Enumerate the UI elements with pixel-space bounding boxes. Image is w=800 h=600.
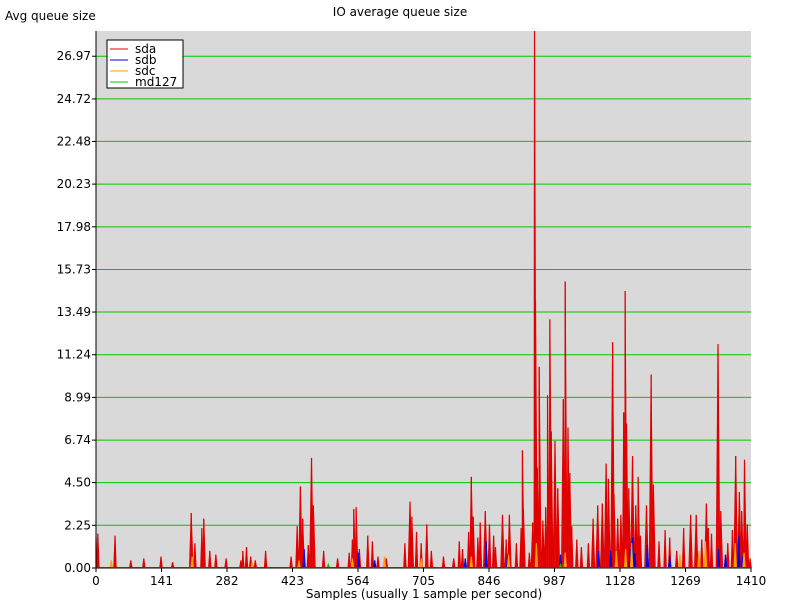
x-tick-label: 987 bbox=[543, 574, 566, 588]
legend-box bbox=[106, 39, 184, 89]
y-tick-label: 8.99 bbox=[64, 390, 91, 404]
x-tick-label: 0 bbox=[92, 574, 100, 588]
y-tick-label: 11.24 bbox=[57, 348, 91, 362]
x-tick-label: 564 bbox=[347, 574, 370, 588]
y-tick-label: 24.72 bbox=[57, 92, 91, 106]
y-tick-label: 4.50 bbox=[64, 476, 91, 490]
y-tick-label: 26.97 bbox=[57, 49, 91, 63]
legend-label-sdb: sdb bbox=[135, 53, 157, 67]
plot-area bbox=[96, 31, 751, 568]
legend-label-sda: sda bbox=[135, 42, 156, 56]
y-tick-label: 0.00 bbox=[64, 561, 91, 575]
y-tick-label: 17.98 bbox=[57, 220, 91, 234]
x-tick-label: 1269 bbox=[670, 574, 701, 588]
y-tick-label: 20.23 bbox=[57, 177, 91, 191]
legend-label-sdc: sdc bbox=[135, 64, 155, 78]
axes: 0.00 2.25 4.50 6.74 8.99 11.24 13.49 15.73 17.98… bbox=[57, 31, 767, 588]
x-tick-label: 423 bbox=[281, 574, 304, 588]
x-tick-label: 846 bbox=[478, 574, 501, 588]
y-tick-label: 2.25 bbox=[64, 518, 91, 532]
legend-label-md127: md127 bbox=[135, 75, 177, 89]
x-tick-label: 1410 bbox=[736, 574, 767, 588]
series-line-sdb bbox=[96, 535, 751, 568]
y-tick-label: 15.73 bbox=[57, 263, 91, 277]
y-tick-label: 13.49 bbox=[57, 305, 91, 319]
y-tick-label: 6.74 bbox=[64, 433, 91, 447]
chart-title: IO average queue size bbox=[333, 5, 467, 19]
y-tick-label: 22.48 bbox=[57, 134, 91, 148]
x-tick-label: 141 bbox=[150, 574, 173, 588]
x-axis-label: Samples (usually 1 sample per second) bbox=[306, 587, 542, 600]
y-axis-label: Avg queue size bbox=[5, 9, 96, 23]
grid-lines bbox=[96, 55, 751, 526]
x-tick-label: 282 bbox=[216, 574, 239, 588]
x-tick-label: 1128 bbox=[605, 574, 636, 588]
x-tick-label: 705 bbox=[412, 574, 435, 588]
